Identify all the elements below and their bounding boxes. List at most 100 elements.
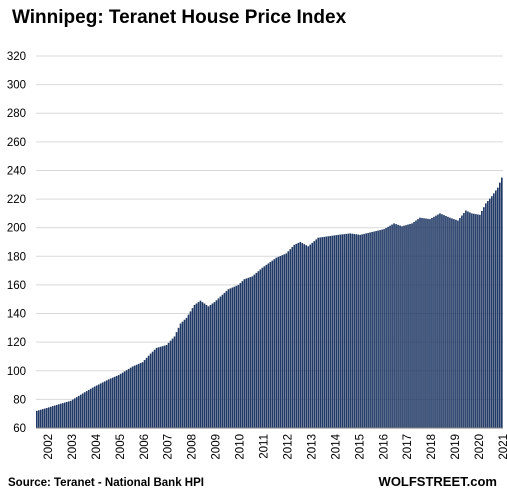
bar — [297, 242, 300, 428]
bar — [193, 304, 196, 428]
x-tick-label: 2004 — [91, 433, 103, 459]
bar — [73, 398, 76, 428]
bar — [109, 378, 112, 428]
bar — [363, 233, 365, 428]
bar — [455, 219, 457, 428]
bar — [147, 355, 150, 428]
bar — [493, 193, 495, 428]
bar — [347, 233, 349, 428]
bar — [261, 267, 264, 428]
bar — [467, 211, 469, 428]
bar — [373, 231, 375, 428]
bar — [205, 304, 208, 428]
bar — [269, 262, 272, 428]
bar — [253, 274, 256, 428]
y-tick-label: 100 — [7, 366, 26, 378]
bar — [75, 397, 78, 428]
y-axis-tick-labels: 60 80 100 120 140 160 180 200 220 240 260 280 300 320 — [7, 51, 26, 435]
bar — [265, 264, 268, 428]
x-tick-label: 2003 — [67, 434, 79, 460]
bar — [49, 406, 52, 428]
bar — [369, 232, 371, 428]
bar — [435, 215, 437, 428]
bar — [391, 224, 393, 428]
bar — [287, 251, 290, 428]
bar — [403, 225, 405, 428]
bar — [425, 218, 427, 428]
bar — [87, 389, 90, 428]
bar — [375, 231, 377, 428]
bar — [179, 323, 182, 428]
bar — [305, 245, 308, 428]
x-tick-label: 2015 — [354, 434, 366, 460]
bar — [103, 381, 106, 428]
x-tick-label: 2007 — [163, 434, 175, 460]
bar — [385, 227, 387, 428]
bar — [247, 277, 250, 428]
bar — [501, 177, 503, 428]
bar — [387, 226, 389, 428]
bar — [211, 303, 214, 428]
x-tick-label: 2006 — [139, 434, 151, 460]
bar — [111, 377, 114, 428]
bar — [331, 235, 334, 428]
bar — [119, 373, 122, 428]
bar — [229, 288, 232, 428]
bar — [415, 220, 417, 428]
bar — [199, 300, 202, 428]
y-tick-label: 280 — [7, 108, 26, 120]
bar — [389, 225, 391, 428]
bar — [135, 364, 138, 428]
y-tick-label: 260 — [7, 137, 26, 149]
bar — [125, 370, 128, 428]
bar — [485, 203, 487, 428]
bar — [473, 213, 475, 428]
bar — [483, 207, 485, 428]
bar — [77, 395, 80, 428]
bar — [51, 406, 54, 428]
bar — [371, 231, 373, 428]
bar — [489, 198, 491, 428]
bar — [421, 217, 423, 428]
bar — [315, 239, 318, 428]
bar — [207, 306, 210, 428]
bar — [175, 332, 178, 428]
bar — [39, 409, 42, 428]
bar — [405, 225, 407, 428]
bar — [171, 338, 174, 428]
bar — [117, 375, 120, 428]
bar — [233, 286, 236, 428]
bar — [249, 277, 252, 428]
bar — [289, 249, 292, 428]
bar — [79, 394, 82, 428]
bar — [219, 296, 222, 428]
bar — [141, 362, 144, 428]
bar — [307, 246, 310, 428]
bar — [343, 234, 345, 428]
bar — [341, 234, 343, 428]
bar — [145, 357, 148, 428]
bar — [311, 242, 314, 428]
bar — [239, 283, 242, 428]
bar — [131, 366, 134, 428]
bar — [285, 253, 288, 428]
bar — [345, 233, 347, 428]
bar — [83, 392, 86, 428]
bar — [177, 327, 180, 428]
source-note: Source: Teranet - National Bank HPI — [8, 477, 204, 489]
bar — [333, 235, 336, 428]
brand-label: WOLFSTREET.com — [379, 474, 497, 489]
bar — [167, 342, 170, 428]
bar — [181, 321, 184, 428]
bar — [93, 386, 96, 428]
bar — [279, 256, 282, 428]
bar — [451, 218, 453, 428]
bar — [459, 218, 461, 428]
bar — [397, 224, 399, 428]
bar — [65, 401, 68, 428]
bar — [201, 302, 204, 428]
bar — [215, 300, 218, 428]
bar — [353, 233, 355, 428]
bar — [275, 257, 278, 428]
